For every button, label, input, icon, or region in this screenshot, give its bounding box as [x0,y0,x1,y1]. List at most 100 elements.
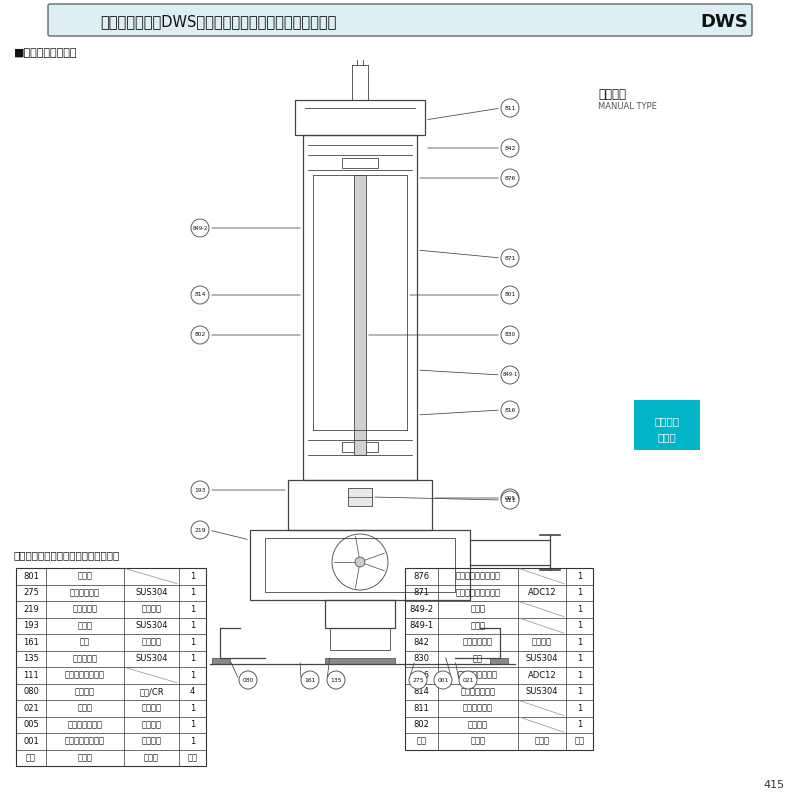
Text: 1: 1 [577,704,582,713]
Circle shape [501,489,519,507]
Text: 番号: 番号 [417,737,426,746]
Text: 1: 1 [190,588,195,598]
Text: ステータ: ステータ [468,720,488,730]
Text: 1: 1 [190,622,195,630]
Text: 219: 219 [23,605,39,614]
Bar [634,400,700,450]
Text: 814: 814 [194,293,206,298]
Text: DWS: DWS [700,13,748,31]
Bar [325,658,395,664]
Text: 871: 871 [504,255,516,261]
Text: SUS304: SUS304 [135,654,168,663]
Text: 羽根車ボルト: 羽根車ボルト [70,588,100,598]
Text: 個数: 個数 [187,754,198,762]
Bar [265,538,455,592]
Bar [288,480,432,530]
Text: 1: 1 [190,605,195,614]
Text: 1: 1 [577,687,582,696]
Text: MANUAL TYPE: MANUAL TYPE [598,102,657,111]
Text: 相フランジ: 相フランジ [73,605,98,614]
Text: 4: 4 [190,687,195,696]
Bar [16,568,206,766]
Text: 193: 193 [23,622,39,630]
Text: 水処理: 水処理 [658,432,676,442]
Text: 底板: 底板 [80,638,90,646]
Text: 羽根車: 羽根車 [78,704,93,713]
Text: ロータ: ロータ [78,572,93,581]
Circle shape [434,671,452,689]
Text: SUS304: SUS304 [526,654,558,663]
Text: 玉軸受: 玉軸受 [470,622,486,630]
Text: 1: 1 [577,654,582,663]
Text: 830: 830 [414,654,430,663]
Circle shape [191,219,209,237]
Text: 1: 1 [577,638,582,646]
Text: 注油栓: 注油栓 [78,622,93,630]
Text: 1: 1 [577,572,582,581]
Text: ゴム/CR: ゴム/CR [139,687,164,696]
Circle shape [191,326,209,344]
Text: 135: 135 [330,678,342,682]
Text: 1: 1 [577,622,582,630]
Text: 1: 1 [190,737,195,746]
Text: 275: 275 [23,588,39,598]
Text: 1: 1 [190,654,195,663]
Text: 849-1: 849-1 [502,373,518,378]
Text: 193: 193 [194,487,206,493]
Text: 合成樹脂: 合成樹脂 [142,605,162,614]
Text: 中間ケーシング: 中間ケーシング [67,720,102,730]
Circle shape [301,671,319,689]
Text: 番号: 番号 [26,754,36,762]
Text: 842: 842 [504,146,516,150]
Text: SUS304: SUS304 [135,588,168,598]
Bar [405,568,593,750]
Text: 1: 1 [577,605,582,614]
Text: 1: 1 [190,720,195,730]
Bar [490,658,508,664]
Text: 802: 802 [414,720,430,730]
Text: 1: 1 [577,588,582,598]
Text: 001: 001 [23,737,39,746]
Text: 非自動形: 非自動形 [598,88,626,101]
Text: 部品名: 部品名 [78,754,93,762]
Text: ADC12: ADC12 [528,670,556,680]
Circle shape [409,671,427,689]
Text: 水中ケーブル: 水中ケーブル [463,704,493,713]
Text: 111: 111 [23,670,39,680]
Text: 電動機カバー: 電動機カバー [463,638,493,646]
Circle shape [191,521,209,539]
Text: 021: 021 [23,704,39,713]
Circle shape [501,169,519,187]
Text: SUS304: SUS304 [526,687,558,696]
Text: 負荷側ブラケット: 負荷側ブラケット [458,670,498,680]
Text: 合成樹脂: 合成樹脂 [142,737,162,746]
Bar [212,658,230,664]
Text: ■構造断面図（例）: ■構造断面図（例） [14,48,78,58]
Text: 005: 005 [504,495,516,501]
Circle shape [501,326,519,344]
Text: 合成樹脂: 合成樹脂 [532,638,552,646]
Text: 1: 1 [190,704,195,713]
Circle shape [191,286,209,304]
Text: 801: 801 [504,293,516,298]
Circle shape [501,99,519,117]
Text: 842: 842 [414,638,430,646]
FancyBboxPatch shape [48,4,752,36]
Circle shape [501,491,519,509]
Text: 080: 080 [242,678,254,682]
Text: 主軸: 主軸 [473,654,483,663]
Text: 814: 814 [414,687,430,696]
Circle shape [501,366,519,384]
Bar [354,175,366,455]
Circle shape [501,249,519,267]
Text: 羽根裏座金: 羽根裏座金 [73,654,98,663]
Text: 802: 802 [194,333,206,338]
Text: 811: 811 [414,704,430,713]
Text: 電動機焼損防止装置: 電動機焼損防止装置 [455,572,501,581]
Text: 219: 219 [194,527,206,533]
Text: 816: 816 [504,407,516,413]
Text: 合成樹脂: 合成樹脂 [142,704,162,713]
Text: 【ダーウィン】DWS型樹脂製汚水・雑排水用水中ポンプ: 【ダーウィン】DWS型樹脂製汚水・雑排水用水中ポンプ [100,14,336,30]
Text: 1: 1 [190,572,195,581]
Circle shape [191,481,209,499]
